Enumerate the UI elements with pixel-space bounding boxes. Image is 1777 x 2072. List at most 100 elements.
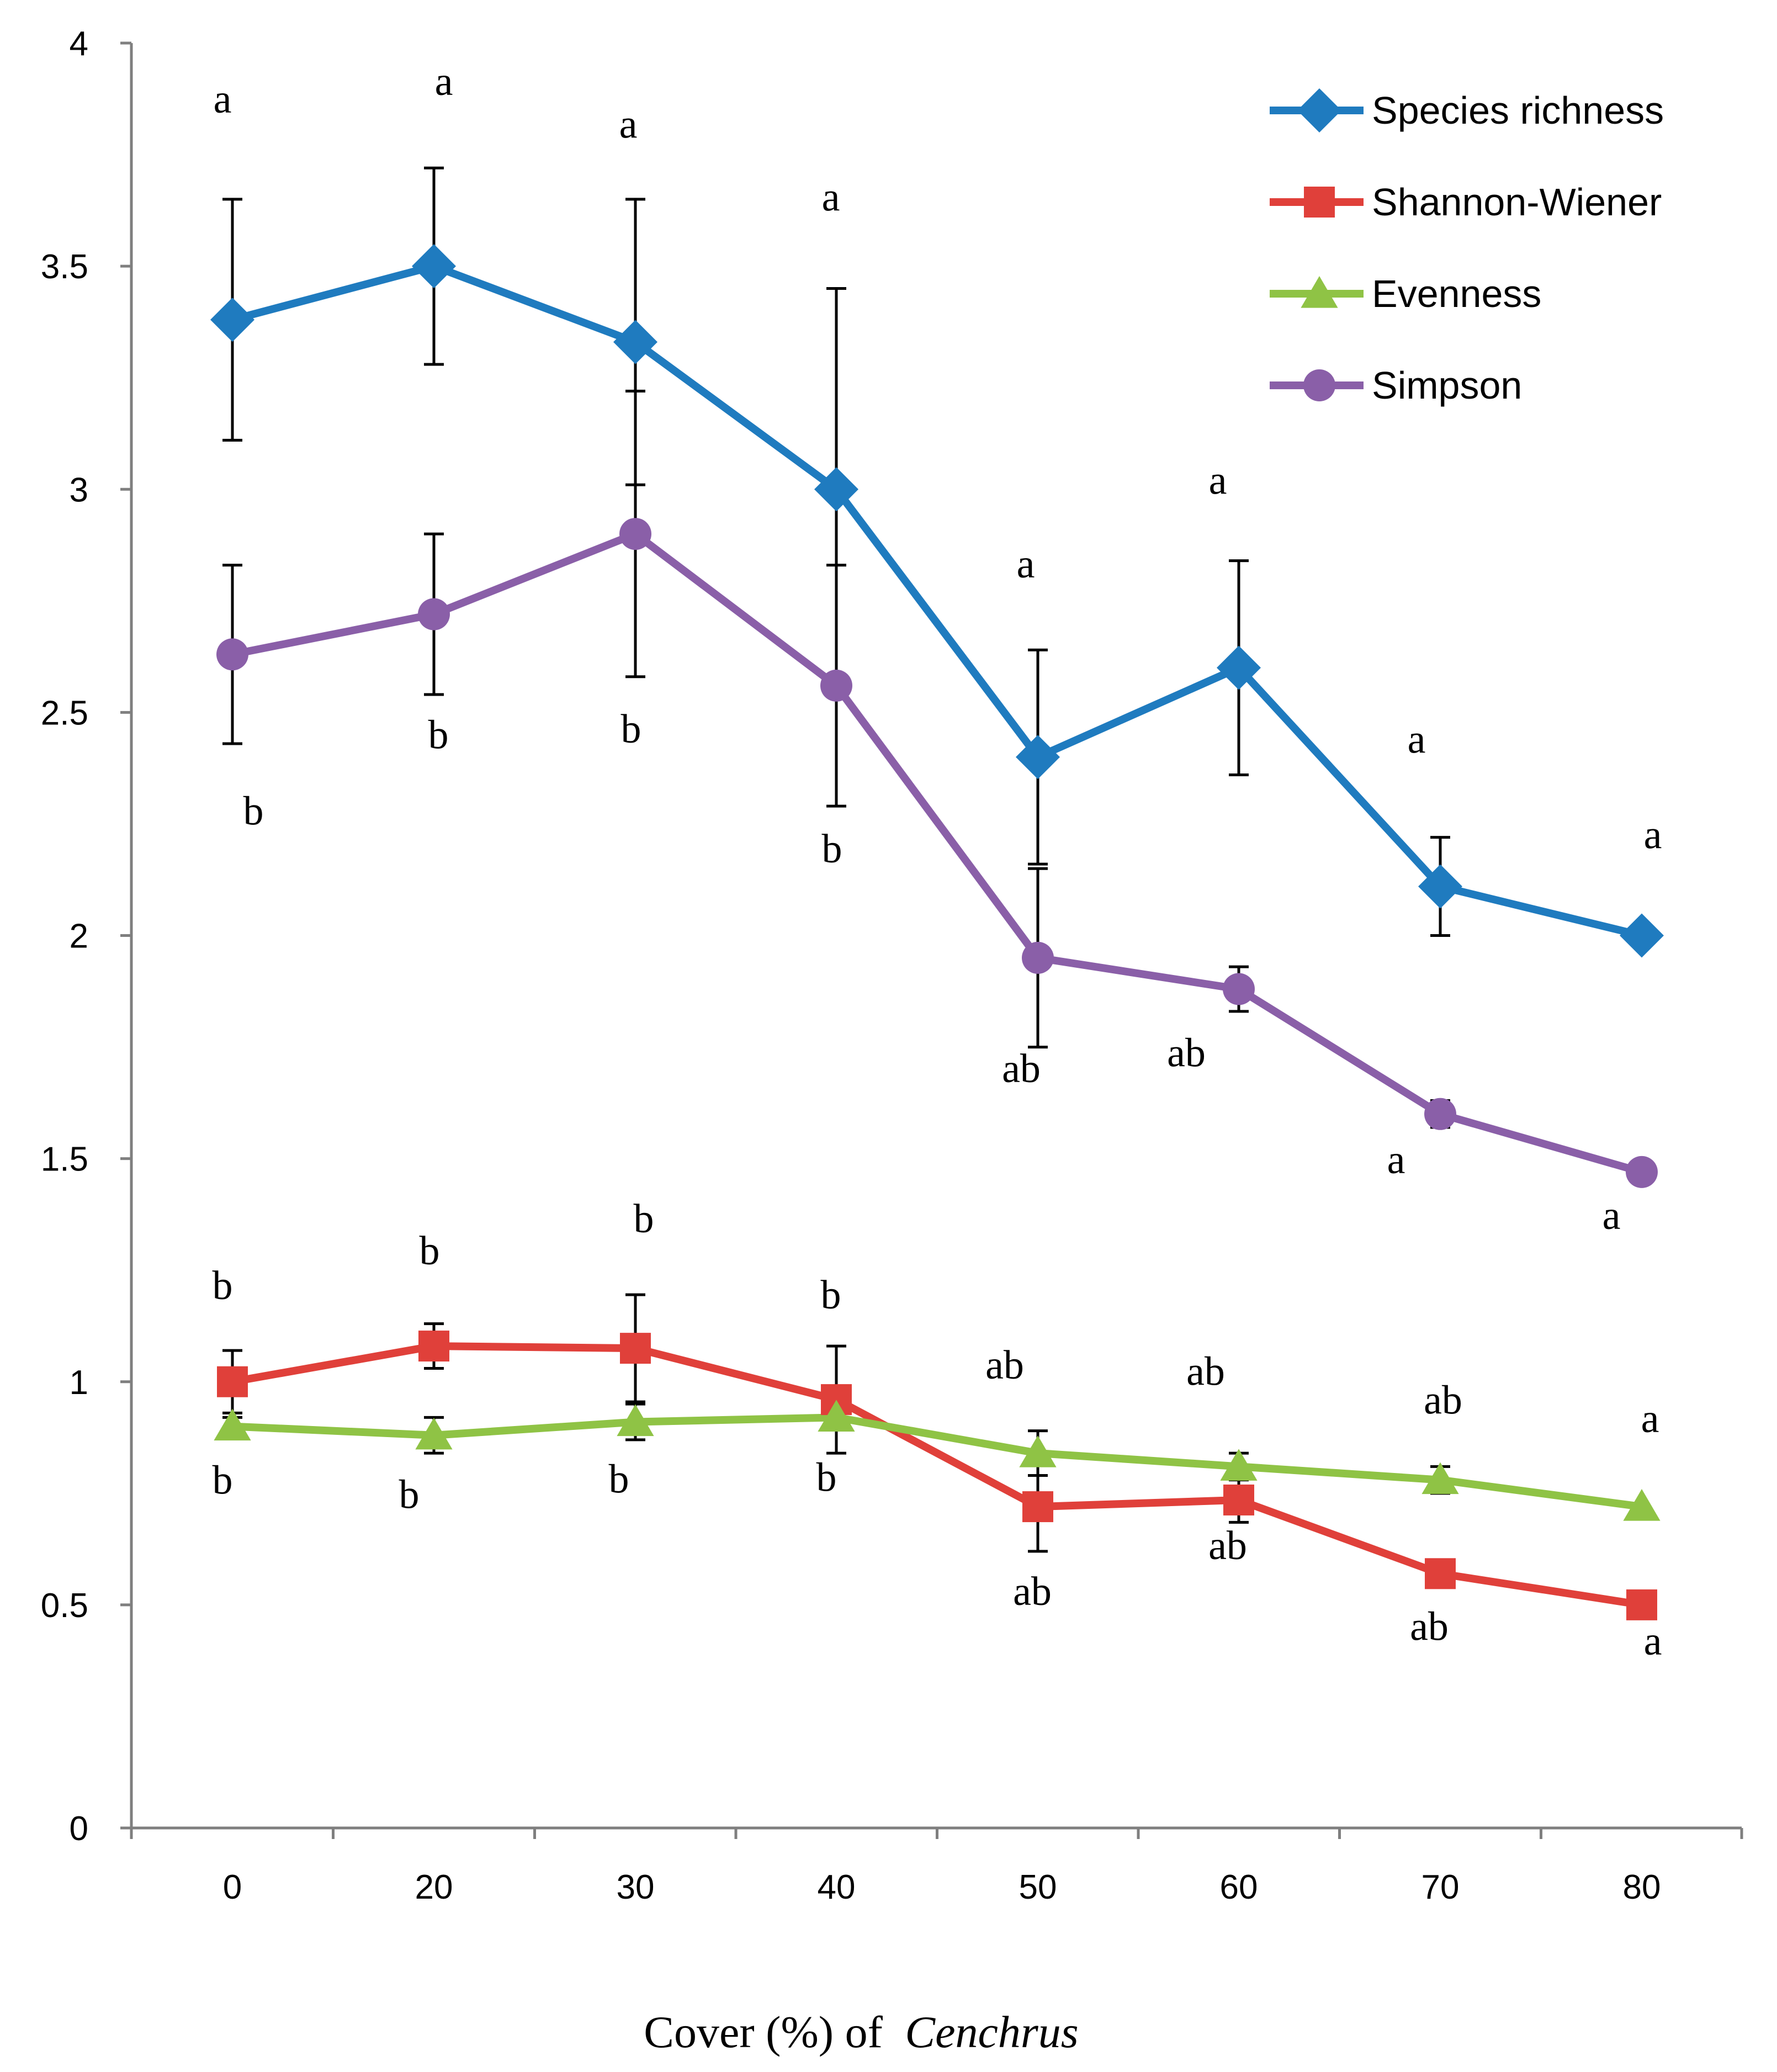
y-axis-ticks: 0 0.5 1 1.5 2 2.5 3 3.5 4 [41,25,131,1848]
x-tick-label: 70 [1421,1868,1460,1906]
data-point [412,244,456,289]
significance-letter: b [609,1456,629,1502]
significance-letter: a [1644,813,1662,858]
series-lines [231,262,1643,1609]
significance-letter: b [213,1263,233,1308]
significance-letter: b [816,1455,837,1500]
legend-label: Evenness [1372,272,1541,315]
y-tick-label: 0 [70,1810,88,1848]
significance-letter: a [1408,717,1426,762]
significance-letter: a [1603,1193,1621,1238]
significance-letter: b [243,788,264,834]
y-tick-label: 3.5 [41,248,88,286]
x-axis-title-text: Cover (%) of [644,2007,883,2057]
x-tick-label: 30 [617,1868,655,1906]
data-point [619,518,651,550]
x-tick-label: 0 [223,1868,242,1906]
data-point [1022,1491,1053,1523]
x-tick-label: 40 [818,1868,856,1906]
data-point [1626,1589,1657,1620]
data-point [1223,973,1255,1005]
significance-letter: a [1387,1137,1405,1183]
data-point [216,638,248,671]
y-tick-label: 2 [70,918,88,956]
significance-letter: ab [1410,1604,1449,1649]
significance-letter: a [619,102,638,147]
significance-letter: b [822,826,842,872]
significance-letter: b [634,1196,654,1242]
y-tick-label: 4 [70,25,88,63]
data-point [1623,1489,1661,1521]
significance-letter: ab [1002,1046,1041,1091]
significance-letter: b [213,1458,233,1503]
y-tick-label: 0.5 [41,1587,88,1625]
data-point [1022,941,1054,974]
x-axis-title-italic: Cenchrus [905,2007,1078,2057]
significance-letter: a [1017,542,1035,587]
data-point [1016,735,1060,780]
series-line [231,1342,1643,1609]
significance-letter: a [1644,1619,1662,1664]
data-point [1223,1484,1254,1515]
data-point [1620,913,1664,958]
y-tick-label: 1.5 [41,1141,88,1179]
series-markers [210,244,1664,1620]
data-point [1424,1098,1456,1130]
data-point [1418,864,1462,909]
legend: Species richness Shannon-Wiener Evenness Si… [1270,88,1664,407]
data-point [418,598,450,630]
significance-letter: a [1209,458,1227,504]
data-point [613,320,657,364]
series-line [231,530,1643,1176]
significance-letter: a [435,59,453,104]
significance-letter: a [822,174,840,220]
series-line [231,262,1643,940]
legend-label: Simpson [1372,364,1522,407]
y-tick-label: 2.5 [41,694,88,732]
x-tick-label: 80 [1623,1868,1661,1906]
data-point [820,669,852,702]
legend-marker [1304,187,1335,218]
significance-letter: ab [985,1343,1024,1388]
error-bars [222,166,1450,1589]
data-point [1220,1449,1258,1481]
x-tick-label: 20 [415,1868,453,1906]
significance-letter: ab [1013,1569,1052,1614]
data-point [620,1333,651,1364]
data-point [617,1404,654,1437]
significance-letter: ab [1167,1030,1206,1075]
data-point [214,1408,251,1441]
data-point [217,1366,248,1397]
data-point [818,1400,855,1432]
x-tick-label: 50 [1019,1868,1057,1906]
significance-letter: b [621,707,641,752]
data-point [1425,1558,1456,1589]
data-point [1019,1435,1057,1467]
data-point [415,1417,453,1450]
significance-letter: b [420,1228,440,1274]
significance-letter: b [821,1273,841,1318]
legend-marker [1301,276,1338,308]
x-tick-label: 60 [1220,1868,1258,1906]
data-point [1421,1462,1459,1495]
significance-letter: a [214,77,232,122]
x-axis-ticks: 0 20 30 40 50 60 70 80 [130,1828,1743,1906]
series-line [232,1413,1642,1511]
legend-label: Shannon-Wiener [1372,181,1662,224]
legend-label: Species richness [1372,89,1664,132]
data-point [1626,1156,1658,1188]
data-point [418,1331,449,1362]
legend-marker [1297,88,1341,133]
significance-letter: ab [1208,1523,1247,1568]
y-tick-label: 1 [70,1364,88,1402]
significance-letter: ab [1186,1349,1225,1394]
significance-letter: b [428,713,449,758]
axes: 0 0.5 1 1.5 2 2.5 3 3.5 4 0 20 30 40 50 60 70 80 [41,25,1743,1906]
legend-marker [1303,369,1335,401]
significance-letter: a [1641,1396,1659,1442]
y-tick-label: 3 [70,471,88,509]
data-point [1217,645,1261,690]
data-point [210,298,254,342]
